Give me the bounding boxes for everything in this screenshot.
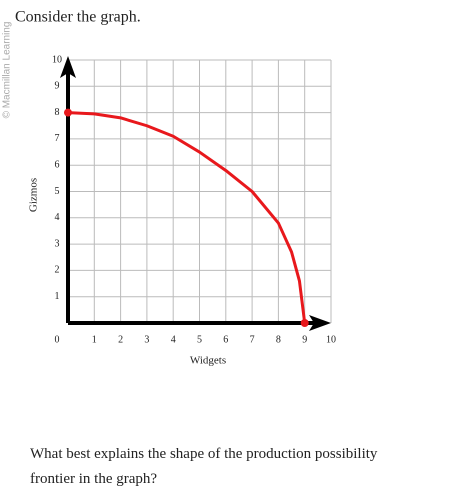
x-axis-label: Widgets [190,355,226,367]
x-tick-label: 6 [223,334,228,345]
y-tick-label: 9 [55,81,60,92]
ppf-line [67,111,307,324]
question: What best explains the shape of the prod… [30,446,378,487]
x-tick-label: 7 [250,334,255,345]
x-tick-label: 2 [118,334,123,345]
y-tick-label: 2 [55,265,60,276]
y-tick-label: 4 [55,212,60,223]
y-tick-label: 8 [55,107,60,118]
endpoint [300,319,309,327]
y-axis-arrow [60,56,76,78]
y-tick-label: 6 [55,159,60,170]
y-axis-label: Gizmos [28,178,40,212]
x-tick-label: 9 [302,334,307,345]
x-tick-label: 0 [55,334,60,345]
x-tick-label: 1 [92,334,97,345]
x-tick-label: 5 [197,334,202,345]
y-tick-label: 10 [52,54,62,65]
chart: © Macmillan Learning Consider the graph.… [2,9,336,367]
x-tick-label: 4 [171,334,176,345]
y-tick-label: 5 [55,186,60,197]
x-tick-label: 10 [326,334,336,345]
endpoint [64,108,72,117]
y-tick-label: 3 [55,238,60,249]
watermark: © Macmillan Learning [2,22,13,119]
y-tick-label: 7 [55,133,60,144]
x-axis-arrow [309,315,331,331]
x-tick-label: 8 [276,334,281,345]
prompt: Consider the graph. [15,9,141,26]
x-tick-label: 3 [144,334,149,345]
y-tick-label: 1 [55,291,60,302]
